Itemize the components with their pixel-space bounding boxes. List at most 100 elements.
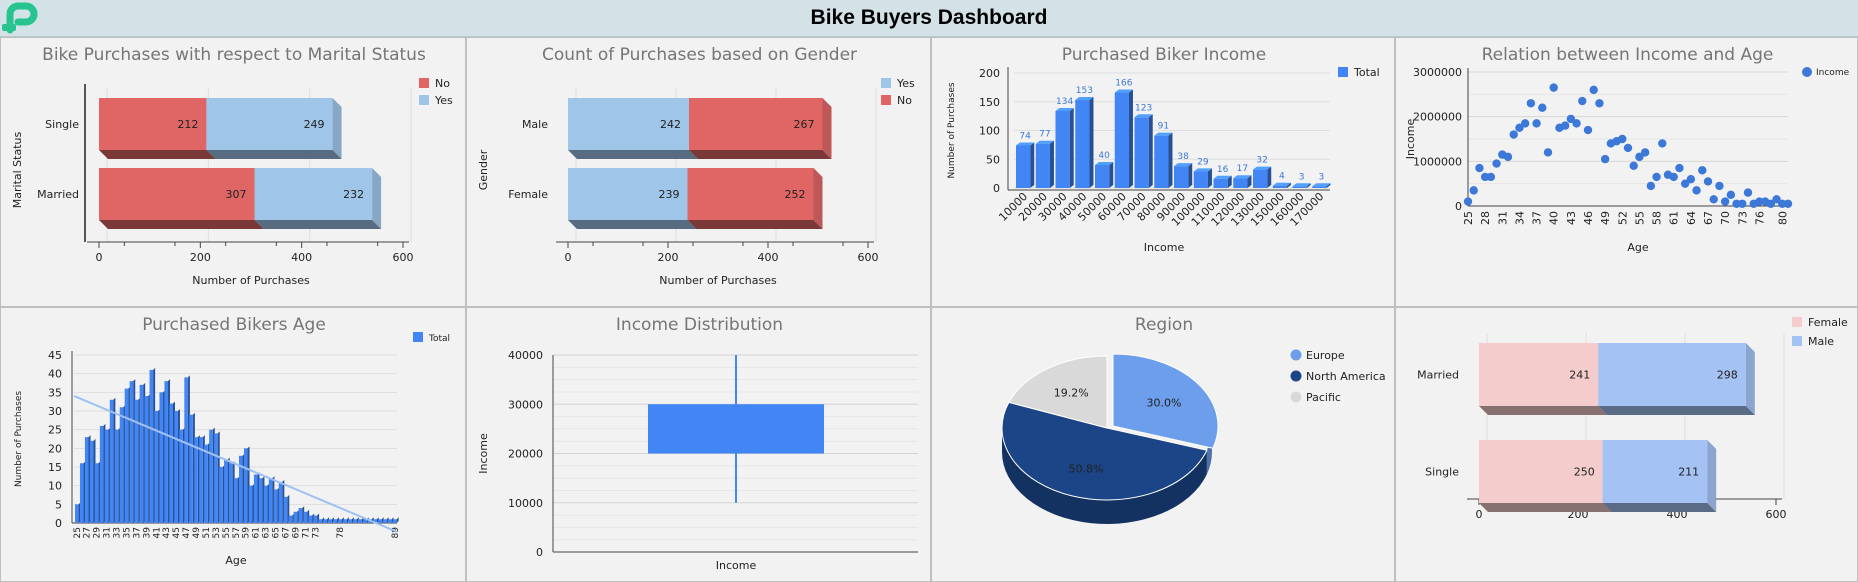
data-label: 17 bbox=[1237, 164, 1248, 174]
bar-side bbox=[1168, 132, 1173, 188]
bar-segment-bottom bbox=[568, 220, 697, 229]
bar bbox=[1213, 178, 1228, 188]
bar bbox=[1075, 100, 1090, 188]
data-label: 249 bbox=[304, 118, 325, 131]
x-tick-label: 73 bbox=[311, 527, 321, 538]
bar-segment-bottom bbox=[1602, 503, 1717, 512]
bar bbox=[1292, 186, 1307, 188]
bar bbox=[323, 519, 328, 523]
x-tick-label: 69 bbox=[291, 527, 301, 539]
bar bbox=[333, 519, 337, 523]
x-tick-label: 52 bbox=[1616, 211, 1629, 225]
x-tick-label: 80 bbox=[1776, 211, 1789, 225]
bar-side bbox=[1030, 142, 1035, 188]
bar-segment bbox=[254, 168, 373, 220]
bar-segment bbox=[1479, 343, 1599, 406]
legend-label: Male bbox=[1808, 335, 1834, 348]
scatter-point bbox=[1532, 119, 1541, 128]
chart-title: Relation between Income and Age bbox=[1482, 45, 1774, 65]
bar-side bbox=[1227, 175, 1232, 188]
bar bbox=[1016, 145, 1031, 188]
y-tick-label: 150 bbox=[979, 96, 1000, 109]
bar bbox=[1253, 169, 1268, 188]
scatter-point bbox=[1646, 181, 1656, 191]
bar bbox=[134, 399, 139, 523]
bar-side bbox=[391, 517, 394, 523]
bar bbox=[288, 515, 293, 523]
data-label: 123 bbox=[1135, 103, 1152, 113]
x-tick-label: 70 bbox=[1719, 211, 1732, 225]
scatter-point bbox=[1635, 152, 1644, 162]
x-tick-label: 61 bbox=[1668, 211, 1681, 225]
data-label: 3 bbox=[1299, 172, 1305, 182]
y-tick-label: 0 bbox=[55, 517, 62, 530]
bar bbox=[184, 377, 188, 523]
x-axis-label: Age bbox=[1627, 241, 1649, 254]
data-label: 32 bbox=[1256, 156, 1267, 166]
region-chart-panel: Region 30.0% 50.8% 19.2% Europe North America… bbox=[931, 307, 1395, 582]
legend-label: Pacific bbox=[1306, 391, 1341, 404]
bar bbox=[124, 388, 129, 523]
legend-label: Income bbox=[1816, 68, 1850, 78]
bar-side bbox=[1326, 183, 1331, 188]
data-label: 40 bbox=[1098, 151, 1110, 161]
x-tick-label: 43 bbox=[1565, 211, 1578, 225]
y-axis-label: Number of Purchases bbox=[947, 82, 957, 178]
bar bbox=[283, 496, 288, 523]
bar bbox=[248, 485, 253, 523]
data-label: 29 bbox=[1197, 157, 1209, 167]
x-tick-label: 57 bbox=[232, 527, 242, 538]
page-title: Bike Buyers Dashboard bbox=[810, 6, 1048, 29]
x-tick-label: 0 bbox=[565, 251, 572, 264]
bar bbox=[114, 429, 119, 523]
y-tick-label: 50 bbox=[986, 153, 1000, 166]
bar-top bbox=[1272, 182, 1291, 186]
x-tick-label: 49 bbox=[1599, 211, 1612, 225]
scatter-point bbox=[1680, 179, 1690, 188]
bar bbox=[189, 414, 193, 523]
x-tick-label: 34 bbox=[1513, 211, 1526, 225]
scatter-point bbox=[1675, 163, 1684, 173]
bar-segment-side bbox=[822, 98, 832, 159]
data-label: 91 bbox=[1158, 122, 1169, 132]
scatter-point bbox=[1566, 114, 1576, 124]
legend-swatch bbox=[413, 332, 423, 342]
bar-segment-side bbox=[813, 168, 823, 229]
bar-side bbox=[396, 517, 399, 523]
scatter-point bbox=[1469, 186, 1478, 195]
income-chart-panel: Purchased Biker Income 0 50 100 150 200 74 1000… bbox=[931, 37, 1395, 307]
bar bbox=[378, 519, 382, 523]
bar-segment-bottom bbox=[99, 220, 264, 229]
chart-title: Region bbox=[1135, 315, 1193, 335]
x-tick-label: 27 bbox=[83, 527, 93, 538]
bar bbox=[363, 519, 367, 523]
scatter-point bbox=[1738, 199, 1747, 208]
chart-title: Bike Purchases with respect to Marital S… bbox=[42, 45, 426, 65]
bar bbox=[1055, 110, 1070, 188]
x-tick-label: 29 bbox=[93, 527, 103, 539]
x-tick-label: 55 bbox=[1633, 211, 1646, 225]
bar bbox=[308, 515, 313, 523]
chart-title: Purchased Biker Income bbox=[1062, 45, 1266, 65]
bar bbox=[79, 463, 84, 523]
scatter-point bbox=[1595, 99, 1604, 108]
scatter-point bbox=[1743, 188, 1753, 197]
data-label: 16 bbox=[1217, 165, 1229, 175]
y-tick-label: 30000 bbox=[508, 398, 543, 411]
scatter-point bbox=[1766, 199, 1776, 208]
y-axis-label: Income bbox=[477, 433, 490, 474]
bar-side bbox=[381, 517, 384, 523]
x-tick-label: 0 bbox=[96, 251, 103, 264]
category-label: Single bbox=[1425, 466, 1459, 479]
bar-top bbox=[1075, 97, 1094, 101]
bar bbox=[119, 407, 124, 523]
x-tick-label: 31 bbox=[1496, 211, 1509, 225]
x-tick-label: 0 bbox=[1476, 508, 1483, 521]
x-tick-label: 53 bbox=[212, 527, 222, 538]
data-label: 298 bbox=[1717, 369, 1738, 382]
scatter-point bbox=[1600, 154, 1610, 164]
y-tick-label: 0 bbox=[993, 182, 1000, 195]
y-tick-label: 3000000 bbox=[1413, 66, 1462, 79]
bar-top bbox=[1233, 175, 1252, 179]
data-label: 74 bbox=[1019, 131, 1031, 141]
